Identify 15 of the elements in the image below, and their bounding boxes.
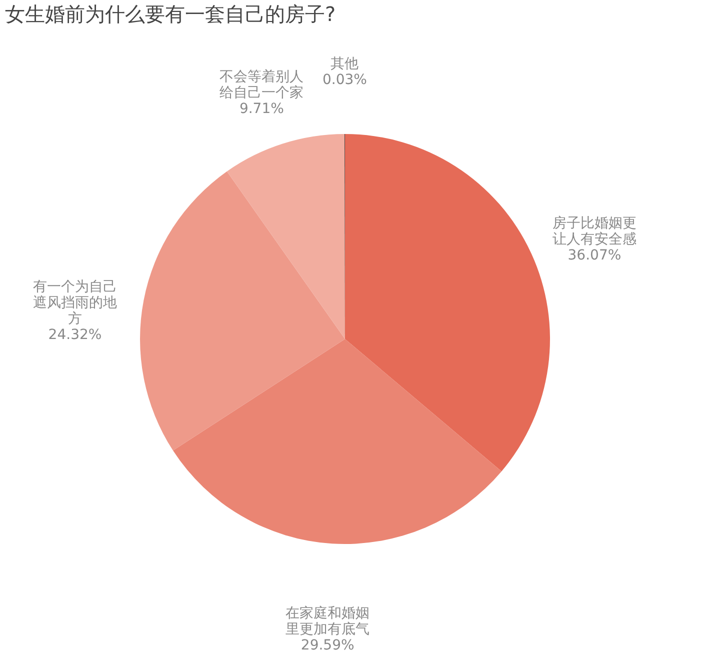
- slice-label: 在家庭和婚姻里更加有底气: [286, 605, 370, 638]
- pie-slice: [140, 171, 345, 451]
- data-label: 29.59%: [300, 637, 354, 654]
- data-label: 0.03%: [322, 72, 367, 88]
- slice-label: 有一个为自己遮风挡雨的地方: [32, 278, 117, 327]
- slice-label: 其他: [330, 56, 359, 72]
- pie-slice: [172, 339, 502, 544]
- pie-slice: [345, 134, 550, 472]
- data-label: 24.32%: [48, 326, 102, 343]
- pie-slice: [226, 134, 345, 339]
- chart-title: 女生婚前为什么要有一套自己的房子?: [5, 2, 336, 26]
- data-label: 9.71%: [239, 100, 284, 117]
- slice-label: 房子比婚姻更让人有安全感: [552, 215, 636, 248]
- slice-label: 不会等着别人给自己一个家: [220, 68, 304, 101]
- data-label: 36.07%: [568, 247, 622, 264]
